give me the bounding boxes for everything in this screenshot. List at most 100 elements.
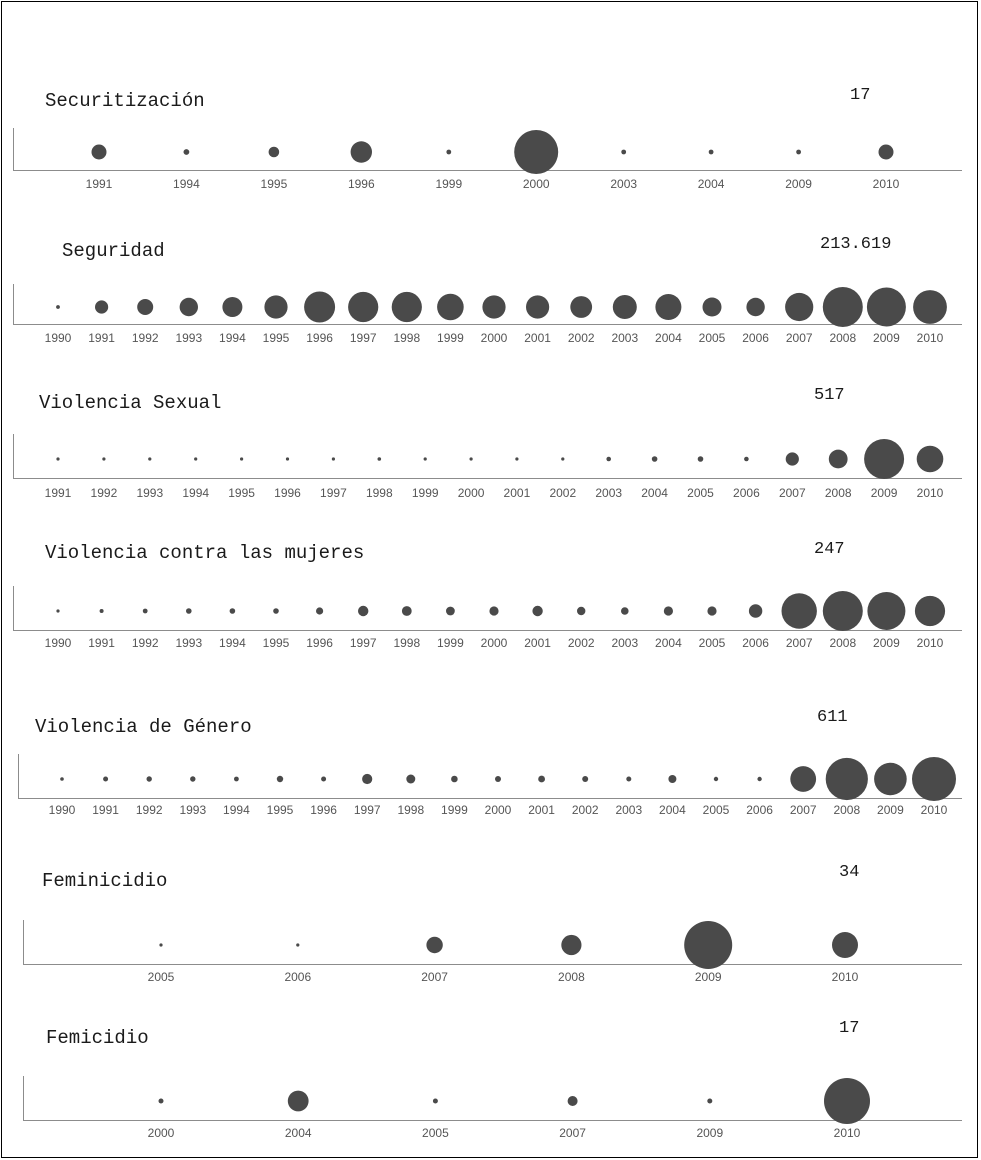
x-tick-label: 1996 bbox=[274, 486, 301, 500]
x-tick-label: 1993 bbox=[136, 486, 163, 500]
x-tick-label: 1992 bbox=[132, 636, 159, 650]
x-tick-label: 1994 bbox=[182, 486, 209, 500]
bubble-2006 bbox=[296, 943, 300, 947]
bubble-2005 bbox=[702, 297, 722, 317]
x-tick-label: 1994 bbox=[173, 177, 200, 191]
bubble-1992 bbox=[102, 457, 106, 461]
bubble-2004 bbox=[663, 606, 674, 616]
x-tick-label: 2004 bbox=[641, 486, 668, 500]
x-tick-label: 1993 bbox=[179, 803, 206, 817]
x-tick-label: 2006 bbox=[746, 803, 773, 817]
panel-title: Violencia Sexual bbox=[39, 392, 221, 414]
x-tick-label: 2010 bbox=[917, 636, 944, 650]
x-tick-label: 2010 bbox=[873, 177, 900, 191]
max-value-label: 517 bbox=[814, 386, 845, 405]
x-tick-label: 2002 bbox=[568, 331, 595, 345]
x-tick-label: 2007 bbox=[790, 803, 817, 817]
bubble-1996 bbox=[350, 141, 372, 163]
x-tick-label: 2002 bbox=[568, 636, 595, 650]
bubble-1992 bbox=[146, 776, 152, 782]
bubble-1999 bbox=[446, 149, 452, 155]
x-tick-label: 1996 bbox=[306, 636, 333, 650]
x-tick-label: 1995 bbox=[261, 177, 288, 191]
x-tick-label: 2005 bbox=[422, 1126, 449, 1140]
x-tick-label: 1993 bbox=[175, 331, 202, 345]
bubble-2006 bbox=[746, 297, 765, 317]
panel-title: Feminicidio bbox=[42, 870, 167, 892]
x-tick-label: 1997 bbox=[354, 803, 381, 817]
bubble-2000 bbox=[469, 457, 473, 461]
bubble-2010 bbox=[913, 290, 947, 324]
bubble-1997 bbox=[348, 291, 379, 323]
bubble-2008 bbox=[825, 757, 868, 801]
x-tick-label: 1997 bbox=[320, 486, 347, 500]
bubble-2008 bbox=[822, 287, 863, 327]
bubble-1994 bbox=[229, 608, 236, 614]
x-tick-label: 1999 bbox=[437, 636, 464, 650]
panel-6: Feminicidio 34 2005 2006 2007 2008 2009 2010 bbox=[23, 863, 962, 984]
x-tick-label: 2004 bbox=[698, 177, 725, 191]
bubble-2002 bbox=[561, 457, 565, 461]
x-tick-label: 2001 bbox=[524, 636, 551, 650]
x-tick-label: 1990 bbox=[45, 331, 72, 345]
bubble-1999 bbox=[446, 606, 455, 616]
x-tick-label: 2003 bbox=[595, 486, 622, 500]
x-tick-label: 2009 bbox=[871, 486, 898, 500]
x-tick-label: 1994 bbox=[223, 803, 250, 817]
max-value-label: 17 bbox=[839, 1019, 859, 1038]
bubble-2010 bbox=[916, 445, 944, 473]
bubble-2001 bbox=[538, 775, 545, 783]
x-tick-label: 2001 bbox=[504, 486, 531, 500]
x-tick-label: 1998 bbox=[393, 331, 420, 345]
x-tick-label: 2005 bbox=[699, 636, 726, 650]
bubble-2006 bbox=[757, 776, 762, 782]
bubble-2002 bbox=[570, 296, 593, 318]
bubble-1998 bbox=[406, 774, 416, 784]
bubble-2000 bbox=[482, 295, 506, 319]
bubble-1991 bbox=[99, 609, 104, 613]
x-tick-label: 2000 bbox=[148, 1126, 175, 1140]
bubble-1996 bbox=[304, 291, 336, 323]
bubble-2001 bbox=[526, 295, 550, 319]
bubble-1998 bbox=[391, 291, 422, 323]
x-tick-label: 2009 bbox=[696, 1126, 723, 1140]
bubble-2004 bbox=[708, 149, 714, 155]
x-tick-label: 2000 bbox=[481, 331, 508, 345]
x-tick-label: 2006 bbox=[742, 331, 769, 345]
bubble-2000 bbox=[495, 776, 501, 782]
bubble-2002 bbox=[582, 776, 589, 782]
bubble-2007 bbox=[785, 452, 799, 466]
bubble-1995 bbox=[273, 608, 279, 614]
x-tick-label: 2008 bbox=[829, 331, 856, 345]
x-tick-label: 1996 bbox=[310, 803, 337, 817]
x-tick-label: 1991 bbox=[92, 803, 119, 817]
x-tick-label: 2009 bbox=[785, 177, 812, 191]
bubble-2007 bbox=[567, 1096, 578, 1106]
x-tick-label: 1991 bbox=[45, 486, 72, 500]
bubble-1991 bbox=[91, 144, 107, 160]
x-tick-label: 2008 bbox=[833, 803, 860, 817]
x-tick-label: 2000 bbox=[523, 177, 550, 191]
bubble-2003 bbox=[612, 295, 637, 319]
x-tick-label: 2001 bbox=[528, 803, 555, 817]
bubble-2002 bbox=[577, 606, 586, 616]
x-tick-label: 2000 bbox=[481, 636, 508, 650]
x-tick-label: 2008 bbox=[829, 636, 856, 650]
bubble-2009 bbox=[867, 592, 906, 630]
bubble-1994 bbox=[194, 457, 198, 461]
x-tick-label: 2000 bbox=[458, 486, 485, 500]
x-tick-label: 1995 bbox=[263, 636, 290, 650]
bubble-1995 bbox=[276, 775, 284, 783]
x-tick-label: 2006 bbox=[742, 636, 769, 650]
panel-4: Violencia contra las mujeres 247 1990 1991 1… bbox=[13, 540, 962, 650]
bubble-2003 bbox=[626, 776, 632, 782]
panel-title: Violencia contra las mujeres bbox=[45, 542, 364, 564]
bubble-1996 bbox=[285, 457, 290, 461]
x-tick-label: 2003 bbox=[610, 177, 637, 191]
x-tick-label: 2004 bbox=[659, 803, 686, 817]
x-tick-label: 1990 bbox=[49, 803, 76, 817]
x-tick-label: 2009 bbox=[873, 331, 900, 345]
panel-5: Violencia de Género 611 1990 1991 1992 1993 19… bbox=[18, 708, 962, 817]
bubble-2009 bbox=[684, 921, 733, 969]
